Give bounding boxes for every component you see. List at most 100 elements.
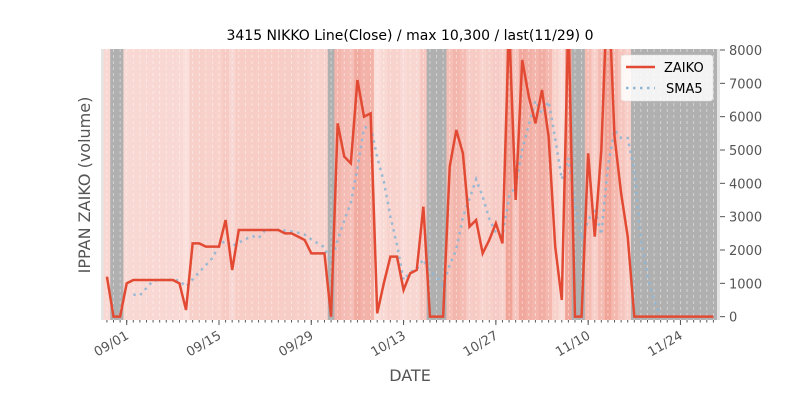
- y-tick-label: 7000: [729, 77, 762, 92]
- day-band: [479, 49, 487, 320]
- day-band: [485, 49, 493, 320]
- day-band: [314, 49, 322, 320]
- day-band: [340, 49, 348, 320]
- day-band: [472, 49, 480, 320]
- day-band: [433, 49, 441, 320]
- day-band: [683, 49, 691, 320]
- day-band: [525, 49, 533, 320]
- x-tick-label: 09/15: [184, 328, 224, 360]
- day-band: [657, 49, 665, 320]
- day-band: [110, 49, 118, 320]
- legend-sma5-label: SMA5: [666, 82, 703, 97]
- legend: ZAIKO SMA5: [620, 54, 714, 102]
- day-band: [492, 49, 500, 320]
- day-band: [426, 49, 434, 320]
- day-band: [387, 49, 394, 320]
- y-tick-label: 0: [729, 311, 737, 326]
- day-band: [176, 49, 184, 320]
- day-band: [545, 49, 553, 320]
- y-axis: 0 1000 2000 3000 4000 5000 6000 7000 8000: [720, 44, 762, 326]
- day-band: [532, 49, 540, 320]
- day-band: [367, 49, 375, 320]
- x-tick-label: 11/10: [553, 328, 593, 360]
- day-band: [538, 49, 546, 320]
- day-band: [591, 49, 599, 320]
- day-band: [162, 49, 170, 320]
- day-band: [182, 49, 190, 320]
- day-band: [202, 49, 210, 320]
- day-band: [413, 49, 421, 320]
- x-tick-label: 11/24: [645, 328, 685, 360]
- day-band: [354, 49, 362, 320]
- day-band: [189, 49, 197, 320]
- day-band: [551, 49, 559, 320]
- day-band: [255, 49, 263, 320]
- day-band: [281, 49, 289, 320]
- day-band: [518, 49, 526, 320]
- day-band: [406, 49, 414, 320]
- day-band: [248, 49, 256, 320]
- day-band: [149, 49, 157, 320]
- day-band: [136, 49, 144, 320]
- y-tick-label: 8000: [729, 44, 762, 59]
- day-band: [228, 49, 236, 320]
- day-band: [347, 49, 355, 320]
- day-band: [558, 49, 566, 320]
- day-band: [209, 49, 217, 320]
- day-band: [130, 49, 137, 320]
- day-band: [327, 49, 335, 320]
- day-band: [400, 49, 408, 320]
- y-tick-label: 4000: [729, 177, 762, 192]
- legend-zaiko-label: ZAIKO: [664, 61, 704, 76]
- x-tick-label: 10/13: [369, 328, 409, 360]
- day-band: [466, 49, 474, 320]
- day-band: [459, 49, 467, 320]
- day-band: [275, 49, 282, 320]
- x-tick-label: 09/29: [276, 328, 316, 360]
- x-axis: 09/01 09/15 09/29 10/13 10/27 11/10 11/24: [92, 320, 714, 360]
- day-band: [360, 49, 368, 320]
- day-band: [215, 49, 223, 320]
- day-band: [143, 49, 151, 320]
- day-band: [670, 49, 678, 320]
- day-band: [222, 49, 230, 320]
- day-band: [123, 49, 131, 320]
- day-band: [116, 49, 124, 320]
- day-bands: [103, 49, 718, 320]
- day-band: [380, 49, 388, 320]
- y-tick-label: 5000: [729, 144, 762, 159]
- day-band: [261, 49, 269, 320]
- day-band: [604, 49, 612, 320]
- day-band: [677, 49, 685, 320]
- y-tick-label: 2000: [729, 244, 762, 259]
- day-band: [334, 49, 342, 320]
- day-band: [578, 49, 586, 320]
- day-band: [288, 49, 296, 320]
- day-band: [710, 49, 718, 320]
- day-band: [584, 49, 592, 320]
- plot-lines: [105, 49, 714, 318]
- day-band: [598, 49, 605, 320]
- day-band: [505, 49, 513, 320]
- y-tick-label: 3000: [729, 211, 762, 226]
- y-tick-label: 6000: [729, 111, 762, 126]
- day-band: [393, 49, 401, 320]
- day-band: [690, 49, 698, 320]
- day-band: [696, 49, 704, 320]
- day-band: [420, 49, 427, 320]
- day-band: [644, 49, 652, 320]
- day-band: [294, 49, 302, 320]
- x-axis-label: DATE: [389, 366, 431, 385]
- y-axis-label: IPPAN ZAIKO (volume): [75, 97, 94, 274]
- day-band: [242, 49, 249, 320]
- day-band: [156, 49, 164, 320]
- day-band: [195, 49, 203, 320]
- day-band: [169, 49, 177, 320]
- day-band: [453, 49, 460, 320]
- day-band: [703, 49, 711, 320]
- day-band: [571, 49, 579, 320]
- day-band: [235, 49, 243, 320]
- day-band: [631, 49, 638, 320]
- day-band: [103, 49, 111, 320]
